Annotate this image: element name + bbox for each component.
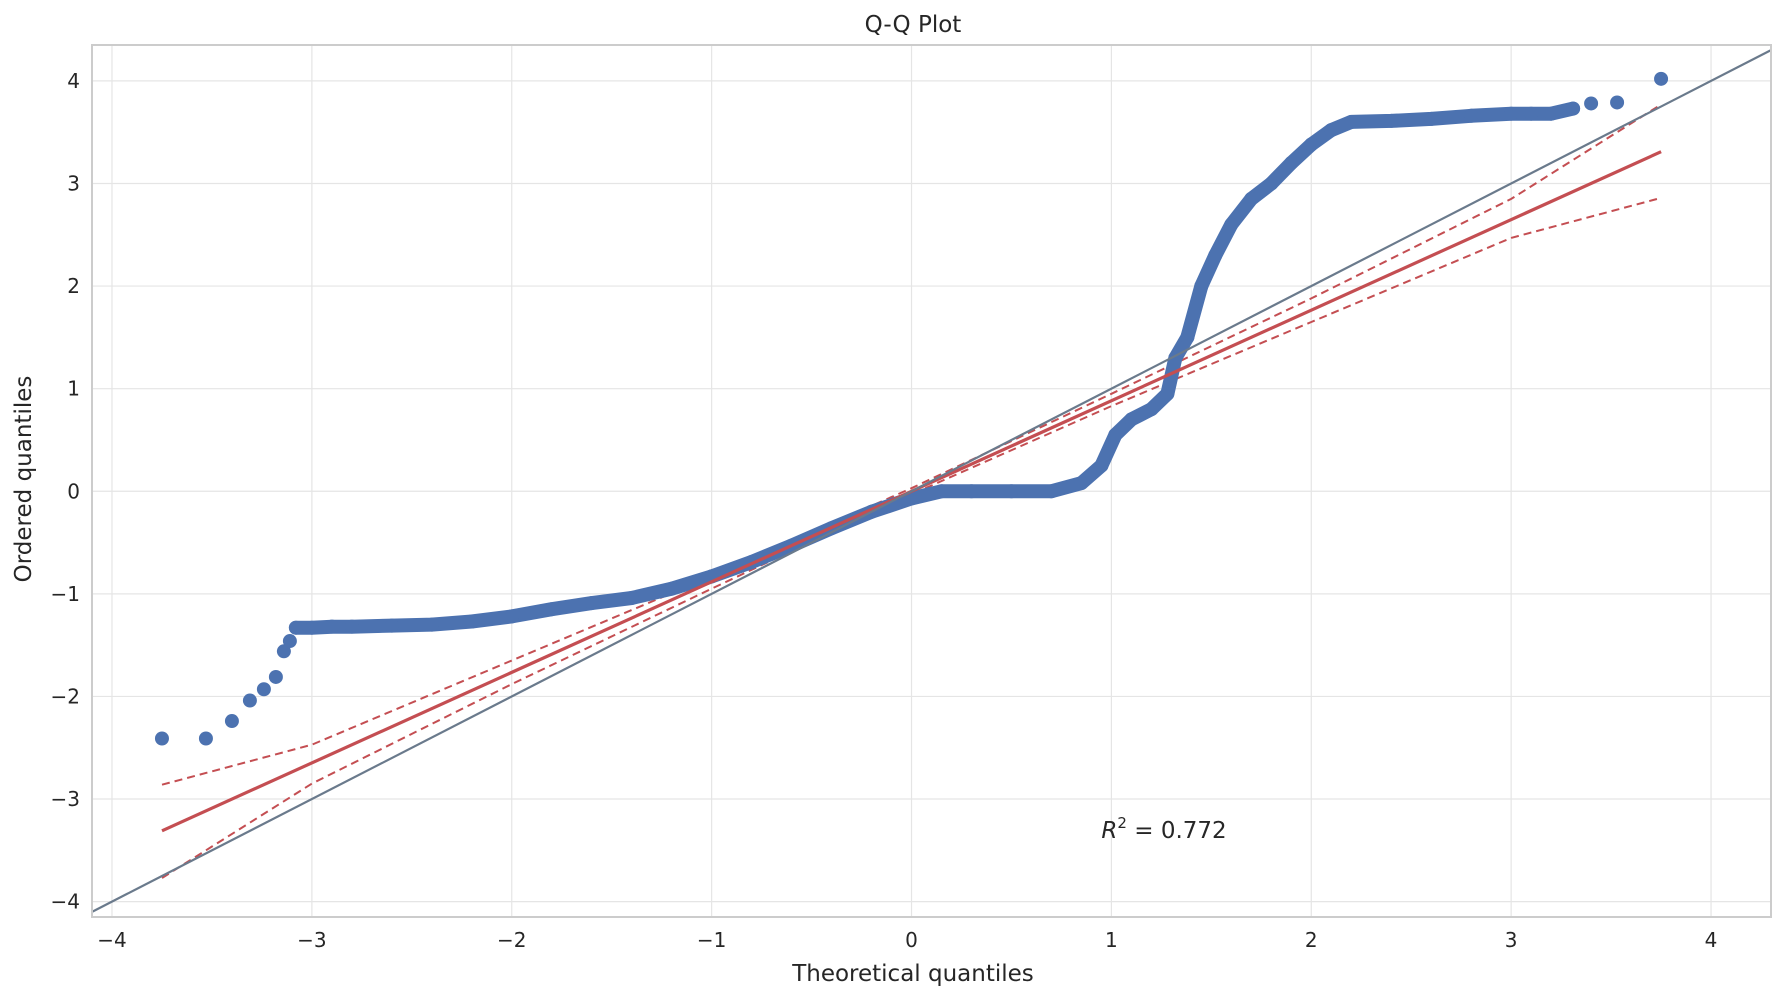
data-point [1284,155,1299,170]
confidence-band-line [161,103,1662,786]
data-point [1504,106,1519,121]
data-point [1044,484,1059,499]
data-point [268,669,283,684]
data-point [288,620,303,635]
data-point [624,590,639,605]
data-point [904,491,919,506]
data-point [304,620,319,635]
r-symbol: R [1101,818,1117,844]
chart-title: Q-Q Plot [865,12,962,38]
y-tick-label: 0 [67,479,80,503]
x-tick-label: 1 [1105,928,1118,952]
data-point [1464,108,1479,123]
data-point [1344,114,1359,129]
data-point [198,731,213,746]
data-point [1610,95,1625,110]
data-point [544,602,559,617]
y-tick-label: −3 [51,787,80,811]
y-tick-label: 3 [67,171,80,195]
x-tick-label: 4 [1705,928,1718,952]
x-tick-label: −3 [297,928,326,952]
x-tick-label: −4 [97,928,126,952]
data-point [1654,71,1669,86]
x-tick-label: 3 [1505,928,1518,952]
data-point [1524,106,1539,121]
r-squared-annotation: R2 = 0.772 [1101,814,1226,844]
data-point [1004,484,1019,499]
y-tick-label: 1 [67,377,80,401]
data-point [1074,476,1089,491]
data-point [464,614,479,629]
x-tick-label: 2 [1305,928,1318,952]
reference-line [92,49,1771,913]
r-superscript: 2 [1117,814,1127,832]
data-point [1094,458,1109,473]
data-point [324,619,339,634]
y-tick-label: −1 [51,582,80,606]
x-axis-label: Theoretical quantiles [791,961,1034,987]
data-point [504,609,519,624]
data-point [1224,217,1239,232]
confidence-band [161,103,1662,879]
plot-border [91,44,1772,918]
data-point [256,682,271,697]
data-point [1424,111,1439,126]
data-point [934,484,949,499]
y-axis-label: Ordered quantiles [11,376,37,583]
data-point [1384,113,1399,128]
data-point [1160,386,1175,401]
y-tick-label: 4 [67,69,80,93]
data-point [154,731,169,746]
data-point [664,581,679,596]
data-point [242,693,257,708]
data-point [1208,248,1223,263]
data-point [1566,101,1581,116]
data-point [384,618,399,633]
y-tick-label: −2 [51,684,80,708]
data-point [424,617,439,632]
data-point [224,714,239,729]
x-tick-label: −1 [697,928,726,952]
reference-line-group [92,49,1771,913]
r-value: = 0.772 [1127,818,1227,844]
data-point [1324,123,1339,138]
point-cloud-path [288,101,1581,635]
data-point [1264,176,1279,191]
data-point [282,634,297,649]
data-point [584,596,599,611]
tick-labels: −4 −3 −2 −1 0 1 2 3 4 −4 −3 −2 −1 0 1 2 3 4 [51,69,1718,952]
data-point [1244,191,1259,206]
data-point [1108,427,1123,442]
data-point [1124,412,1139,427]
data-points [154,71,1669,746]
data-point [344,619,359,634]
x-tick-label: 0 [905,928,918,952]
data-point [1194,279,1209,294]
data-point [1144,402,1159,417]
data-point [276,644,291,659]
y-tick-label: −4 [51,890,80,914]
data-point [1584,96,1599,111]
y-tick-label: 2 [67,274,80,298]
plot-frame [91,44,1772,918]
x-tick-label: −2 [497,928,526,952]
data-point [1304,137,1319,152]
data-point [1544,106,1559,121]
data-point [964,484,979,499]
data-point [1180,330,1195,345]
confidence-band-line [161,196,1662,879]
